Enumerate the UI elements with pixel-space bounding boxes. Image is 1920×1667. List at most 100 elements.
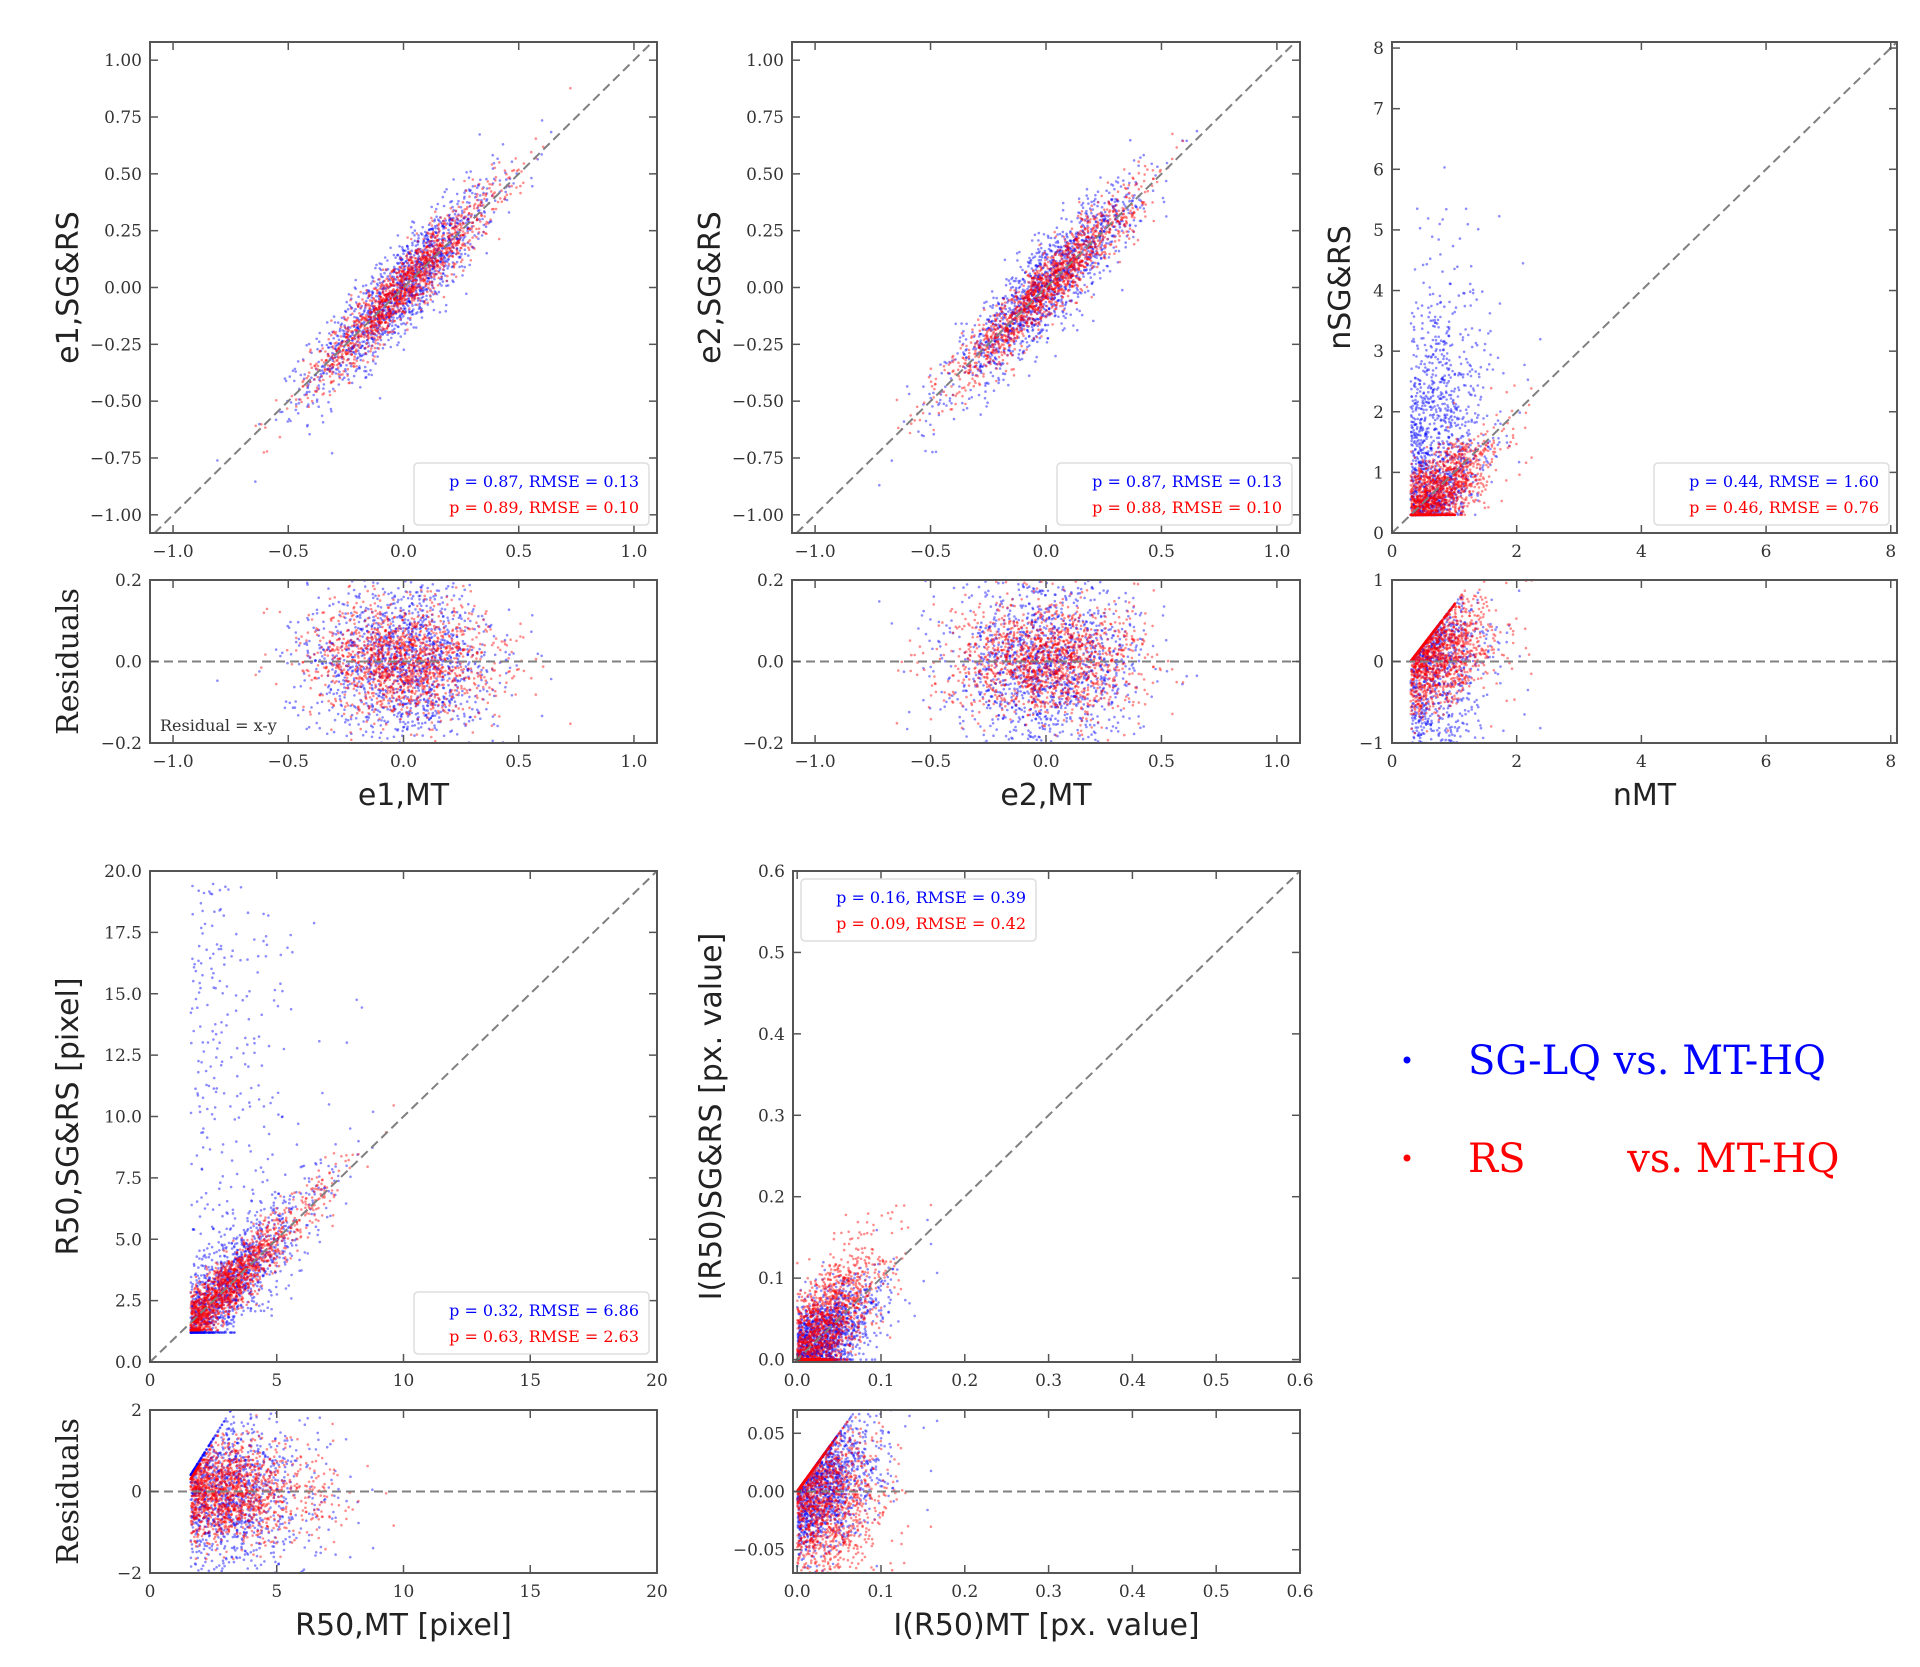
residual-point bbox=[368, 696, 372, 699]
data-point bbox=[410, 288, 413, 291]
residual-point bbox=[349, 633, 353, 636]
data-point bbox=[408, 268, 412, 271]
data-point bbox=[321, 393, 324, 396]
data-point bbox=[415, 260, 419, 264]
data-point bbox=[360, 334, 363, 338]
residual-point bbox=[450, 669, 453, 673]
residual-point bbox=[308, 656, 312, 660]
residual-point bbox=[398, 711, 402, 714]
data-point bbox=[326, 352, 330, 356]
data-point bbox=[396, 283, 400, 286]
residual-point bbox=[349, 682, 352, 686]
data-point bbox=[465, 207, 469, 211]
residual-point bbox=[458, 626, 462, 630]
data-point bbox=[407, 284, 411, 288]
residual-point bbox=[469, 619, 472, 623]
residual-point bbox=[419, 585, 423, 589]
data-point bbox=[405, 271, 409, 274]
data-point bbox=[403, 312, 406, 315]
residual-point bbox=[391, 691, 395, 694]
residual-point bbox=[320, 645, 323, 649]
data-point bbox=[411, 272, 414, 276]
data-point bbox=[358, 334, 361, 338]
data-point bbox=[481, 187, 484, 190]
residual-point bbox=[405, 710, 408, 714]
data-point bbox=[416, 293, 420, 296]
residual-point bbox=[333, 596, 337, 599]
data-point bbox=[340, 341, 343, 344]
data-point bbox=[466, 227, 470, 231]
residual-point bbox=[451, 679, 455, 683]
data-point bbox=[432, 230, 435, 234]
residual-point bbox=[473, 662, 477, 666]
residual-point bbox=[415, 566, 418, 569]
residual-point bbox=[395, 698, 398, 702]
data-point bbox=[370, 316, 373, 320]
data-point bbox=[437, 290, 441, 294]
data-point bbox=[353, 343, 356, 346]
residual-point bbox=[369, 570, 372, 573]
data-point bbox=[393, 289, 397, 293]
data-point bbox=[373, 355, 376, 358]
residual-point bbox=[428, 668, 432, 672]
data-point bbox=[446, 232, 449, 235]
data-point bbox=[368, 307, 372, 310]
data-point bbox=[353, 315, 356, 319]
residual-point bbox=[336, 629, 339, 633]
data-point bbox=[432, 267, 435, 270]
data-point bbox=[370, 329, 374, 332]
residual-point bbox=[379, 613, 382, 616]
data-point bbox=[363, 326, 366, 330]
residual-point bbox=[444, 632, 448, 636]
data-point bbox=[344, 352, 348, 356]
residual-point bbox=[377, 658, 381, 661]
residual-point bbox=[434, 700, 438, 703]
data-point bbox=[368, 344, 371, 348]
residual-point bbox=[404, 722, 407, 726]
residual-point bbox=[465, 755, 468, 758]
data-point bbox=[415, 252, 418, 255]
data-point bbox=[464, 215, 468, 218]
data-point bbox=[391, 307, 394, 311]
residual-point bbox=[419, 623, 422, 627]
data-point bbox=[387, 324, 390, 328]
residual-point bbox=[434, 649, 438, 653]
data-point bbox=[411, 284, 415, 287]
residual-point bbox=[350, 638, 353, 642]
residual-point bbox=[349, 638, 353, 642]
data-point bbox=[425, 274, 429, 278]
data-point bbox=[383, 271, 386, 275]
residual-point bbox=[329, 662, 333, 665]
data-point bbox=[569, 86, 572, 90]
residual-point bbox=[350, 670, 354, 673]
data-point bbox=[412, 272, 416, 276]
residual-point bbox=[306, 583, 309, 586]
data-point bbox=[386, 292, 390, 296]
residual-point bbox=[416, 611, 420, 614]
data-point bbox=[467, 212, 471, 215]
data-point bbox=[354, 350, 357, 353]
residual-point bbox=[461, 655, 465, 658]
data-point bbox=[430, 235, 433, 239]
data-point bbox=[388, 319, 392, 322]
residual-point bbox=[323, 657, 326, 660]
data-point bbox=[410, 310, 414, 313]
data-point bbox=[421, 241, 425, 245]
data-point bbox=[374, 342, 377, 345]
data-point bbox=[337, 347, 340, 350]
data-point bbox=[407, 289, 410, 292]
residual-point bbox=[441, 701, 444, 704]
residual-point bbox=[413, 692, 417, 695]
data-point bbox=[446, 239, 450, 243]
residual-point bbox=[383, 619, 386, 622]
data-point bbox=[402, 307, 406, 311]
residual-point bbox=[455, 654, 458, 657]
data-point bbox=[425, 258, 428, 261]
residual-point bbox=[389, 699, 393, 703]
residual-point bbox=[338, 657, 342, 660]
residual-point bbox=[448, 701, 452, 705]
data-point bbox=[391, 277, 394, 280]
residual-point bbox=[455, 652, 459, 656]
data-point bbox=[451, 232, 455, 236]
data-point bbox=[361, 332, 365, 336]
